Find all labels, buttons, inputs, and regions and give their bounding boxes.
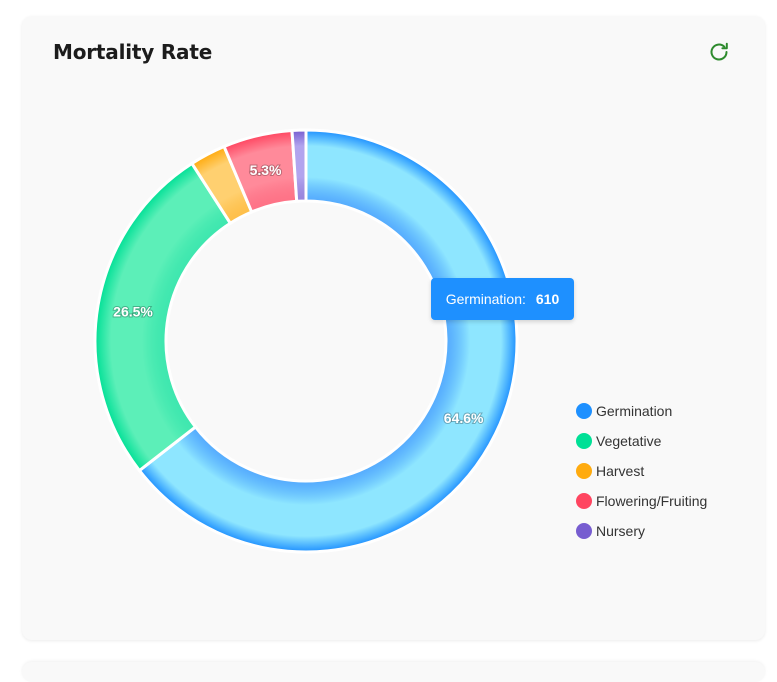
legend-item-flowering-fruiting[interactable]: Flowering/Fruiting	[576, 486, 707, 516]
legend-label: Nursery	[596, 523, 646, 539]
card-title: Mortality Rate	[53, 40, 213, 64]
legend-marker	[576, 433, 592, 449]
slice-nursery[interactable]	[290, 128, 308, 203]
slice-label-vegetative: 26.5%	[113, 303, 153, 319]
legend-marker	[576, 403, 592, 419]
legend-marker	[576, 493, 592, 509]
chart-tooltip: Germination: 610	[431, 278, 574, 320]
slice-vegetative[interactable]	[93, 161, 233, 473]
slice-label-flowering-fruiting: 5.3%	[250, 162, 282, 178]
legend-marker	[576, 523, 592, 539]
legend-label: Flowering/Fruiting	[596, 493, 708, 509]
tooltip-value: 610	[535, 291, 560, 307]
legend-item-germination[interactable]: Germination	[576, 396, 707, 426]
tooltip-label: Germination:	[445, 291, 526, 307]
legend-item-vegetative[interactable]: Vegetative	[576, 426, 707, 456]
chart-legend: Germination Vegetative Harvest Flowering/Fr…	[576, 396, 707, 546]
refresh-icon[interactable]	[707, 40, 731, 64]
legend-label: Germination	[596, 403, 673, 419]
slice-germination[interactable]	[137, 128, 519, 554]
slice-label-germination: 64.6%	[444, 410, 484, 426]
legend-label: Harvest	[596, 463, 645, 479]
legend-marker	[576, 463, 592, 479]
legend-item-nursery[interactable]: Nursery	[576, 516, 707, 546]
legend-item-harvest[interactable]: Harvest	[576, 456, 707, 486]
legend-label: Vegetative	[596, 433, 662, 449]
